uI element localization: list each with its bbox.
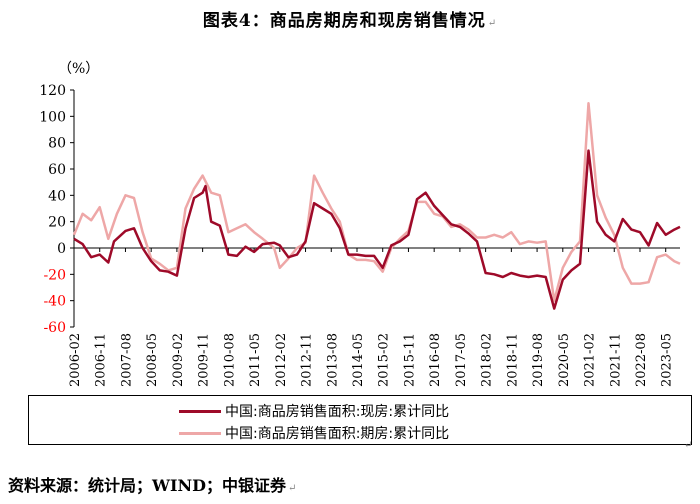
x-tick-label: 2009-11 <box>197 333 212 387</box>
source-note: 资料来源：统计局；WIND；中银证券 ↵ <box>8 476 297 495</box>
y-tick-label: 80 <box>48 136 66 152</box>
paragraph-mark-icon: ↵ <box>684 440 693 451</box>
legend-swatch-spot <box>179 409 221 413</box>
x-tick-label: 2015-11 <box>402 333 417 387</box>
y-tick-label: -40 <box>43 294 66 310</box>
x-tick-label: 2013-08 <box>325 333 340 387</box>
y-tick-label: 120 <box>39 83 66 99</box>
x-tick-label: 2009-02 <box>171 333 186 387</box>
x-tick-label: 2021-02 <box>583 333 598 387</box>
series-line-spot <box>73 149 681 310</box>
chart-series <box>72 101 681 310</box>
chart-axes: -60 -40 -20 0 20 40 60 80 100 120 2006-02 2006-11 20… <box>39 83 680 387</box>
x-tick-label: 2017-05 <box>454 333 469 387</box>
paragraph-mark-icon: ↵ <box>287 483 297 494</box>
y-tick-label: 40 <box>48 188 66 204</box>
y-tick-label: 100 <box>39 109 66 125</box>
legend-label-spot: 中国:商品房销售面积:现房:累计同比 <box>225 404 450 420</box>
x-tick-label: 2012-11 <box>300 333 315 387</box>
paragraph-mark-icon: ↵ <box>487 18 498 29</box>
x-tick-label: 2019-08 <box>531 333 546 387</box>
x-tick-label: 2021-11 <box>608 333 623 387</box>
x-tick-label: 2006-02 <box>68 333 83 387</box>
legend-item-spot: 中国:商品房销售面积:现房:累计同比 <box>179 402 449 420</box>
chart-legend: 中国:商品房销售面积:现房:累计同比 中国:商品房销售面积:期房:累计同比 <box>28 395 692 445</box>
x-tick-label: 2012-02 <box>274 333 289 387</box>
figure-title: 图表4：商品房期房和现房销售情况 ↵ <box>202 11 498 31</box>
legend-swatch-presale <box>179 431 221 435</box>
y-tick-label: 20 <box>48 215 66 231</box>
y-tick-label: 0 <box>57 241 66 257</box>
series-line-presale <box>72 101 681 302</box>
legend-label-presale: 中国:商品房销售面积:期房:累计同比 <box>225 426 450 442</box>
line-chart: -60 -40 -20 0 20 40 60 80 100 120 2006-02 2006-11 20… <box>39 83 681 387</box>
y-tick-label: 60 <box>48 162 66 178</box>
y-axis-label: （%） <box>58 61 100 77</box>
y-tick-label: -20 <box>43 267 66 283</box>
y-tick-label: -60 <box>43 320 66 336</box>
x-tick-label: 2018-11 <box>505 333 520 387</box>
x-tick-label: 2020-05 <box>557 333 572 387</box>
x-tick-label: 2018-02 <box>480 333 495 387</box>
x-tick-label: 2023-05 <box>660 333 675 387</box>
legend-item-presale: 中国:商品房销售面积:期房:累计同比 <box>179 424 449 442</box>
x-tick-label: 2011-05 <box>248 333 263 387</box>
x-tick-label: 2015-02 <box>377 333 392 387</box>
x-tick-label: 2007-08 <box>119 333 134 387</box>
x-tick-label: 2008-05 <box>145 333 160 387</box>
x-tick-label: 2006-11 <box>94 333 109 387</box>
x-tick-label: 2022-08 <box>634 333 649 387</box>
x-tick-label: 2016-08 <box>428 333 443 387</box>
x-tick-label: 2014-05 <box>351 333 366 387</box>
x-tick-label: 2010-08 <box>222 333 237 387</box>
